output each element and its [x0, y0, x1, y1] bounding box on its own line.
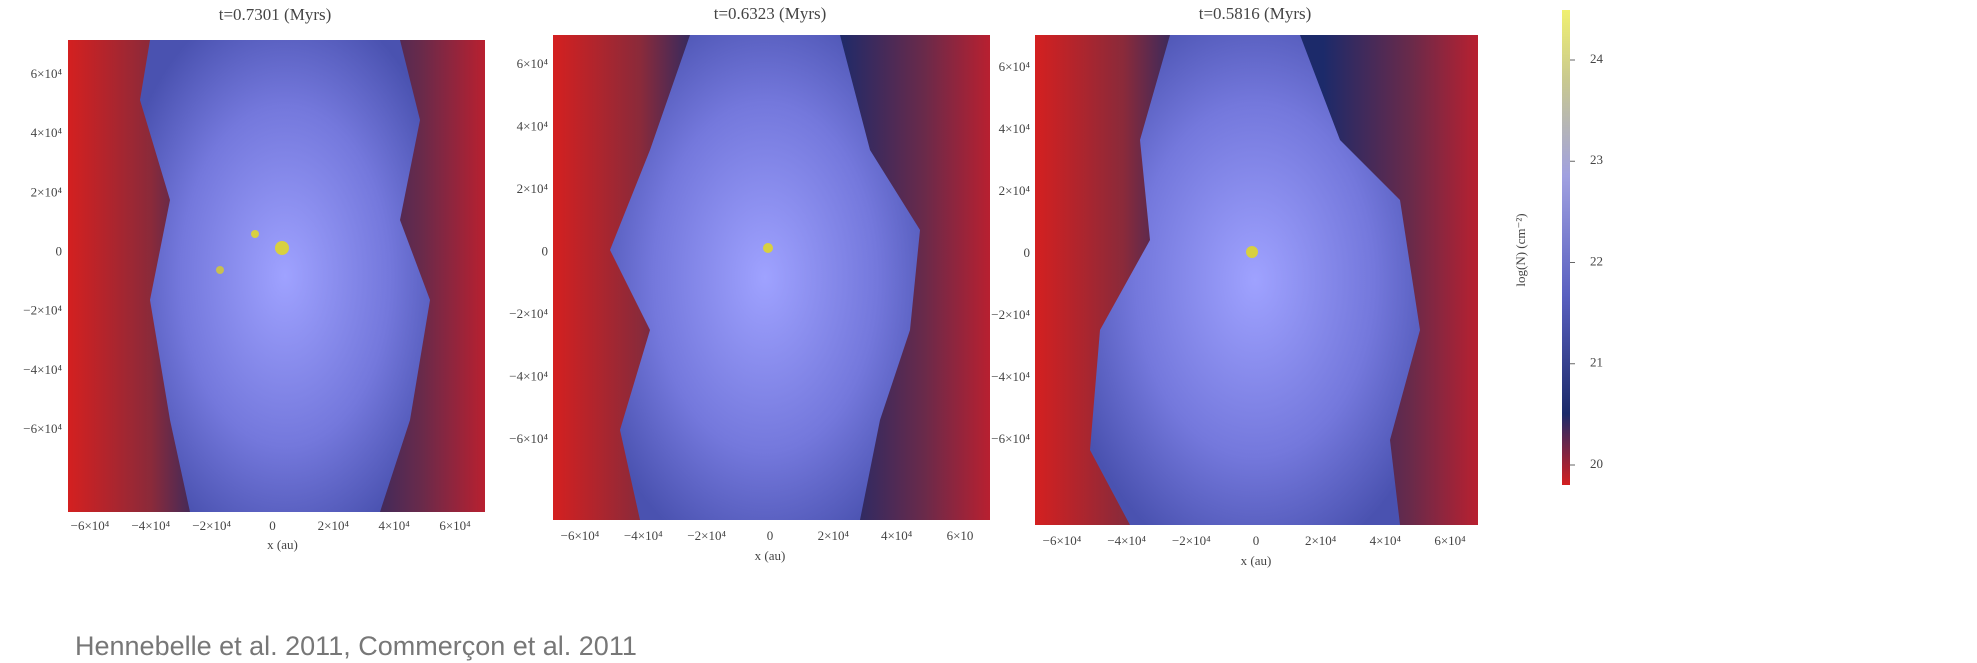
colorbar — [1562, 10, 1570, 485]
y-tick-label: 6×10⁴ — [31, 66, 63, 81]
colorbar-tick-label: 20 — [1590, 456, 1603, 471]
x-tick-label: 0 — [1253, 533, 1260, 548]
caption: Hennebelle et al. 2011, Commerçon et al.… — [75, 631, 637, 661]
x-tick-label: 0 — [269, 518, 276, 533]
x-tick-label: −2×10⁴ — [687, 528, 726, 543]
x-tick-label: 4×10⁴ — [1370, 533, 1402, 548]
y-tick-label: 0 — [1024, 245, 1031, 260]
y-tick-label: 4×10⁴ — [31, 125, 63, 140]
y-tick-label: 2×10⁴ — [31, 184, 63, 199]
y-tick-label: 4×10⁴ — [517, 118, 549, 133]
y-tick-label: −6×10⁴ — [991, 431, 1030, 446]
colorbar-tick-label: 24 — [1590, 51, 1604, 66]
y-tick-label: 0 — [542, 243, 549, 258]
x-tick-label: 2×10⁴ — [818, 528, 850, 543]
colorbar-tick-label: 22 — [1590, 253, 1603, 268]
y-tick-label: 2×10⁴ — [517, 181, 549, 196]
y-tick-label: 6×10⁴ — [999, 59, 1031, 74]
x-tick-label: −2×10⁴ — [1172, 533, 1211, 548]
x-tick-label: 6×10 — [947, 528, 974, 543]
x-tick-label: −6×10⁴ — [71, 518, 110, 533]
x-axis-label: x (au) — [1241, 553, 1272, 568]
x-tick-label: 2×10⁴ — [318, 518, 350, 533]
y-tick-label: −2×10⁴ — [509, 306, 548, 321]
y-tick-label: −6×10⁴ — [509, 431, 548, 446]
colorbar-label: log(N) (cm⁻²) — [1513, 213, 1528, 286]
x-tick-label: −4×10⁴ — [131, 518, 170, 533]
x-tick-label: 4×10⁴ — [881, 528, 913, 543]
x-tick-label: 6×10⁴ — [1434, 533, 1466, 548]
x-axis-label: x (au) — [755, 548, 786, 563]
y-tick-label: 0 — [56, 243, 63, 258]
panel-title: t=0.6323 (Myrs) — [714, 4, 827, 23]
colorbar-tick-label: 21 — [1590, 355, 1603, 370]
x-tick-label: 6×10⁴ — [439, 518, 471, 533]
panel-image — [68, 40, 485, 512]
x-tick-label: −4×10⁴ — [1107, 533, 1146, 548]
y-tick-label: 2×10⁴ — [999, 183, 1031, 198]
x-tick-label: −6×10⁴ — [1043, 533, 1082, 548]
panel-title: t=0.7301 (Myrs) — [219, 5, 332, 24]
x-tick-label: 4×10⁴ — [378, 518, 410, 533]
y-tick-label: −4×10⁴ — [509, 368, 548, 383]
y-tick-label: 4×10⁴ — [999, 121, 1031, 136]
y-tick-label: −4×10⁴ — [23, 362, 62, 377]
panel-title: t=0.5816 (Myrs) — [1199, 4, 1312, 23]
panel-image — [553, 35, 990, 520]
x-axis-label: x (au) — [267, 537, 298, 552]
panel-image — [1035, 35, 1478, 525]
y-tick-label: −6×10⁴ — [23, 421, 62, 436]
x-tick-label: 2×10⁴ — [1305, 533, 1337, 548]
x-tick-label: −4×10⁴ — [624, 528, 663, 543]
y-tick-label: −2×10⁴ — [23, 303, 62, 318]
colorbar-tick-label: 23 — [1590, 152, 1603, 167]
y-tick-label: 6×10⁴ — [517, 56, 549, 71]
x-tick-label: −6×10⁴ — [561, 528, 600, 543]
y-tick-label: −4×10⁴ — [991, 369, 1030, 384]
x-tick-label: 0 — [767, 528, 774, 543]
x-tick-label: −2×10⁴ — [192, 518, 231, 533]
y-tick-label: −2×10⁴ — [991, 307, 1030, 322]
